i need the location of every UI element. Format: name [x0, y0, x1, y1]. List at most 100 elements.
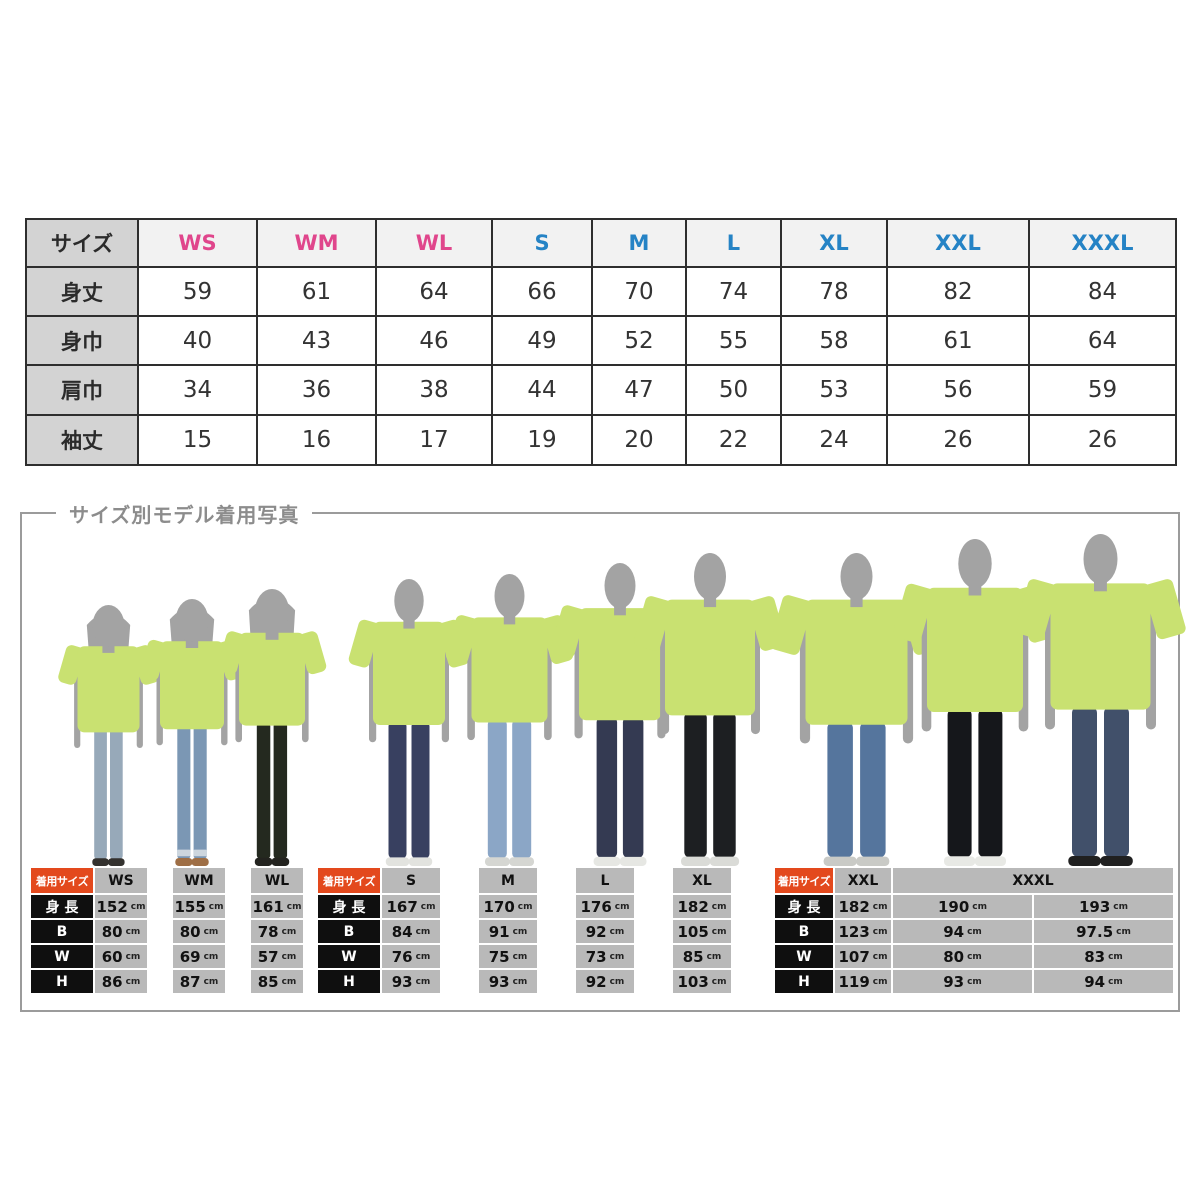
stat-number: 94: [1084, 972, 1106, 991]
size-measurement-value: 56: [886, 364, 1030, 416]
size-measurement-value: 26: [1028, 414, 1177, 466]
unit-cm: cm: [711, 976, 727, 987]
size-column-header: M: [591, 218, 687, 268]
model-stat-value: 85 cm: [673, 945, 731, 968]
unit-cm: cm: [1116, 926, 1131, 937]
size-measurement-value: 46: [375, 315, 493, 366]
stat-number: 85: [257, 972, 279, 991]
model-stat-label: 身 長: [318, 895, 380, 918]
size-column-header: WS: [137, 218, 258, 268]
stat-number: 94: [943, 922, 965, 941]
size-measurement-value: 50: [685, 364, 782, 416]
stat-number: 76: [391, 947, 413, 966]
wearing-size-corner: 着用サイズ: [31, 868, 93, 893]
size-measurement-value: 84: [1028, 266, 1177, 317]
unit-cm: cm: [208, 901, 224, 912]
model-stat-label: B: [318, 920, 380, 943]
size-measurement-value: 49: [491, 315, 593, 366]
unit-cm: cm: [281, 951, 297, 962]
unit-cm: cm: [512, 926, 528, 937]
stat-number: 91: [488, 922, 510, 941]
model-stat-value: 84 cm: [382, 920, 440, 943]
size-measurement-value: 36: [256, 364, 377, 416]
stat-number: 92: [585, 922, 607, 941]
stat-number: 193: [1078, 897, 1111, 916]
model-stat-value: 86 cm: [95, 970, 147, 993]
unit-cm: cm: [415, 926, 431, 937]
stat-number: 93: [943, 972, 965, 991]
stat-number: 80: [943, 947, 965, 966]
stat-number: 92: [585, 972, 607, 991]
size-measurement-value: 66: [491, 266, 593, 317]
size-column-header: XXL: [886, 218, 1030, 268]
unit-cm: cm: [415, 976, 431, 987]
model-stat-value: 92 cm: [576, 970, 634, 993]
model-figure-ws-0: [54, 605, 163, 870]
model-stat-label: H: [775, 970, 833, 993]
unit-cm: cm: [1108, 951, 1123, 962]
stat-number: 69: [179, 947, 201, 966]
size-measurement-value: 44: [491, 364, 593, 416]
model-stat-value: 92 cm: [576, 920, 634, 943]
size-measurement-value: 22: [685, 414, 782, 466]
stat-number: 93: [391, 972, 413, 991]
wearing-size-table-2: 着用サイズ S M L XL 身 長 167 cm 170 cm 176 cm 182 cm B 84 cm 91…: [318, 868, 731, 993]
size-measurement-value: 61: [256, 266, 377, 317]
unit-cm: cm: [872, 976, 888, 987]
stat-number: 87: [179, 972, 201, 991]
size-measurement-value: 24: [780, 414, 888, 466]
stat-number: 161: [252, 897, 284, 916]
size-measurement-value: 15: [137, 414, 258, 466]
size-measurement-value: 20: [591, 414, 687, 466]
size-measurement-value: 19: [491, 414, 593, 466]
stat-number: 80: [101, 922, 123, 941]
model-stat-value: 94 cm: [893, 920, 1032, 943]
stat-number: 190: [937, 897, 970, 916]
model-stat-value: 57 cm: [251, 945, 303, 968]
model-figure-wm-1: [136, 599, 248, 870]
size-measurement-value: 74: [685, 266, 782, 317]
unit-cm: cm: [872, 901, 888, 912]
stat-number: 107: [838, 947, 870, 966]
model-stat-value: 176 cm: [576, 895, 634, 918]
unit-cm: cm: [711, 926, 727, 937]
wearing-size-column-header: M: [479, 868, 537, 893]
model-stat-value: 190 cm: [893, 895, 1032, 918]
model-stat-label: W: [318, 945, 380, 968]
size-column-header: WL: [375, 218, 493, 268]
model-stat-value: 105 cm: [673, 920, 731, 943]
wearing-size-column-header: L: [576, 868, 634, 893]
wearing-size-column-header: XL: [673, 868, 731, 893]
model-stat-value: 103 cm: [673, 970, 731, 993]
unit-cm: cm: [872, 926, 888, 937]
unit-cm: cm: [967, 926, 982, 937]
size-measurement-value: 64: [375, 266, 493, 317]
size-column-header: XL: [780, 218, 888, 268]
unit-cm: cm: [512, 951, 528, 962]
stat-number: 83: [1084, 947, 1106, 966]
model-stat-value: 80 cm: [893, 945, 1032, 968]
model-stat-value: 182 cm: [835, 895, 891, 918]
wearing-size-table-1: 着用サイズ WS WM WL 身 長 152 cm 155 cm 161 cm B 80 cm 80 cm 78…: [31, 868, 303, 993]
unit-cm: cm: [706, 951, 722, 962]
model-stat-label: H: [31, 970, 93, 993]
model-stat-value: 87 cm: [173, 970, 225, 993]
size-measurement-value: 17: [375, 414, 493, 466]
stat-number: 155: [174, 897, 206, 916]
measurement-row-label: 身巾: [25, 315, 139, 366]
model-stat-label: W: [775, 945, 833, 968]
size-measurement-value: 38: [375, 364, 493, 416]
stat-number: 85: [682, 947, 704, 966]
size-measurement-value: 26: [886, 414, 1030, 466]
stat-number: 103: [677, 972, 709, 991]
stat-number: 75: [488, 947, 510, 966]
wearing-size-corner: 着用サイズ: [318, 868, 380, 893]
size-column-header: WM: [256, 218, 377, 268]
unit-cm: cm: [203, 951, 219, 962]
wearing-size-column-header: WL: [251, 868, 303, 893]
unit-cm: cm: [872, 951, 888, 962]
model-stat-value: 119 cm: [835, 970, 891, 993]
stat-number: 105: [677, 922, 709, 941]
size-measurement-value: 53: [780, 364, 888, 416]
